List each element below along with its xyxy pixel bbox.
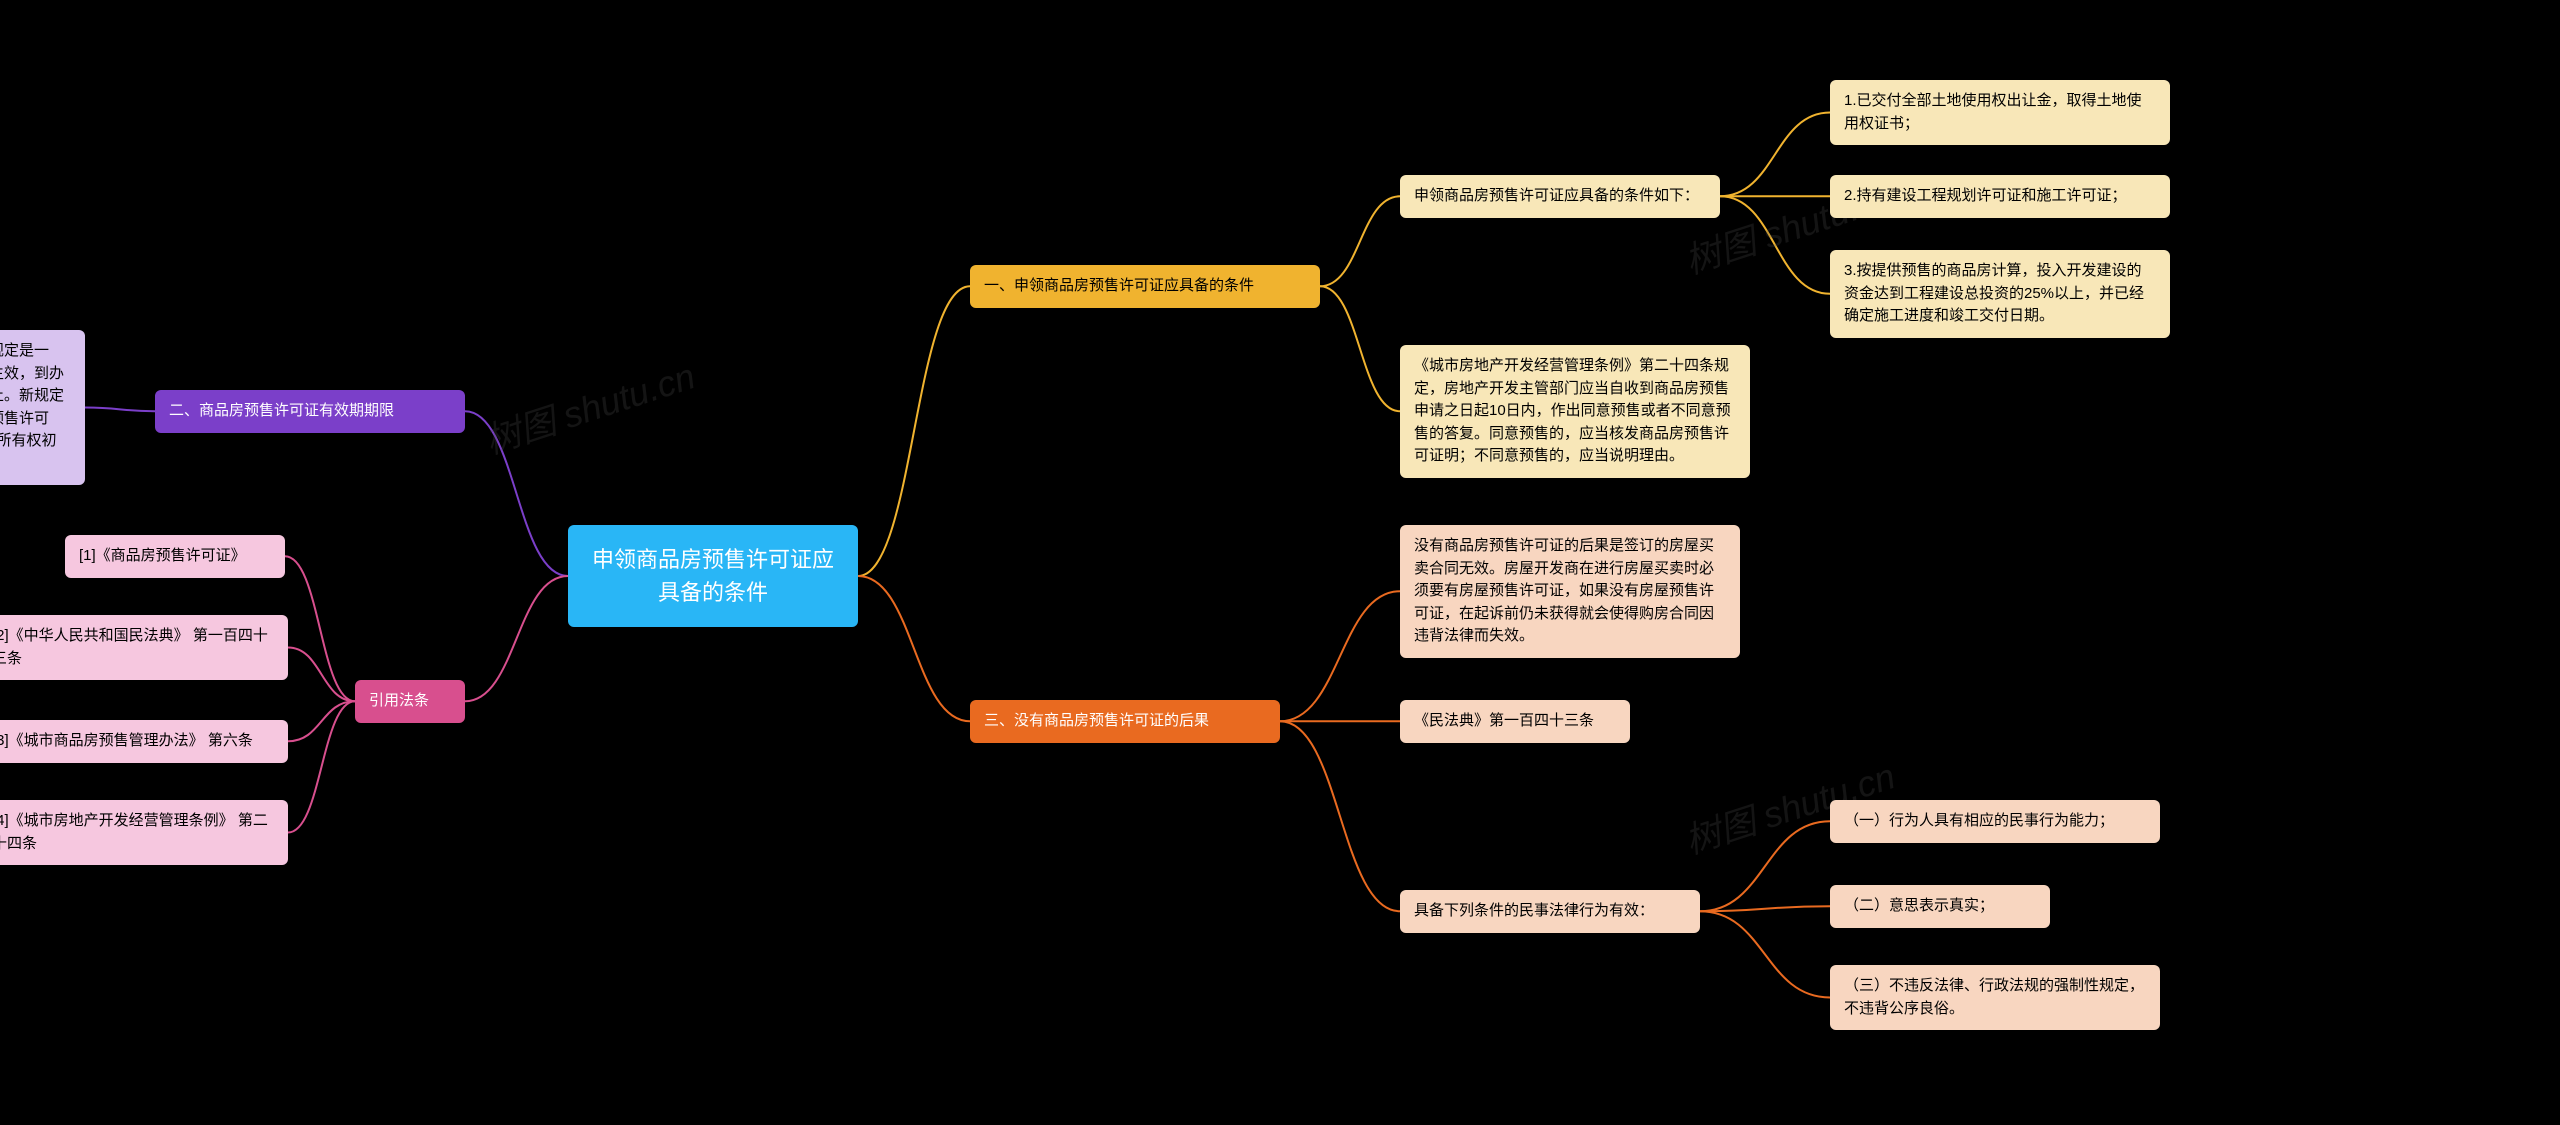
mindmap-node[interactable]: [4]《城市房地产开发经营管理条例》 第二十四条 — [0, 800, 288, 865]
mindmap-node[interactable]: 商品房预售许可证的有效期期限法律规定是一年。商品房预售许可证自发证之日起生效，到… — [0, 330, 85, 485]
mindmap-node[interactable]: 引用法条 — [355, 680, 465, 723]
mindmap-node[interactable]: 三、没有商品房预售许可证的后果 — [970, 700, 1280, 743]
mindmap-node[interactable]: [1]《商品房预售许可证》 — [65, 535, 285, 578]
mindmap-node[interactable]: [2]《中华人民共和国民法典》 第一百四十三条 — [0, 615, 288, 680]
mindmap-node[interactable]: 《城市房地产开发经营管理条例》第二十四条规定，房地产开发主管部门应当自收到商品房… — [1400, 345, 1750, 478]
mindmap-node[interactable]: （一）行为人具有相应的民事行为能力； — [1830, 800, 2160, 843]
mindmap-node[interactable]: 申领商品房预售许可证应具备的条件如下： — [1400, 175, 1720, 218]
mindmap-node[interactable]: [3]《城市商品房预售管理办法》 第六条 — [0, 720, 288, 763]
mindmap-node[interactable]: 3.按提供预售的商品房计算，投入开发建设的资金达到工程建设总投资的25%以上，并… — [1830, 250, 2170, 338]
root-node[interactable]: 申领商品房预售许可证应具备的条件 — [568, 525, 858, 627]
mindmap-node[interactable]: 二、商品房预售许可证有效期期限 — [155, 390, 465, 433]
mindmap-node[interactable]: 《民法典》第一百四十三条 — [1400, 700, 1630, 743]
watermark: 树图 shutu.cn — [477, 348, 700, 465]
mindmap-node[interactable]: （三）不违反法律、行政法规的强制性规定，不违背公序良俗。 — [1830, 965, 2160, 1030]
mindmap-node[interactable]: （二）意思表示真实； — [1830, 885, 2050, 928]
mindmap-node[interactable]: 1.已交付全部土地使用权出让金，取得土地使用权证书； — [1830, 80, 2170, 145]
mindmap-node[interactable]: 具备下列条件的民事法律行为有效： — [1400, 890, 1700, 933]
mindmap-node[interactable]: 2.持有建设工程规划许可证和施工许可证； — [1830, 175, 2170, 218]
connector-layer — [0, 0, 2560, 1125]
mindmap-node[interactable]: 没有商品房预售许可证的后果是签订的房屋买卖合同无效。房屋开发商在进行房屋买卖时必… — [1400, 525, 1740, 658]
mindmap-node[interactable]: 一、申领商品房预售许可证应具备的条件 — [970, 265, 1320, 308]
